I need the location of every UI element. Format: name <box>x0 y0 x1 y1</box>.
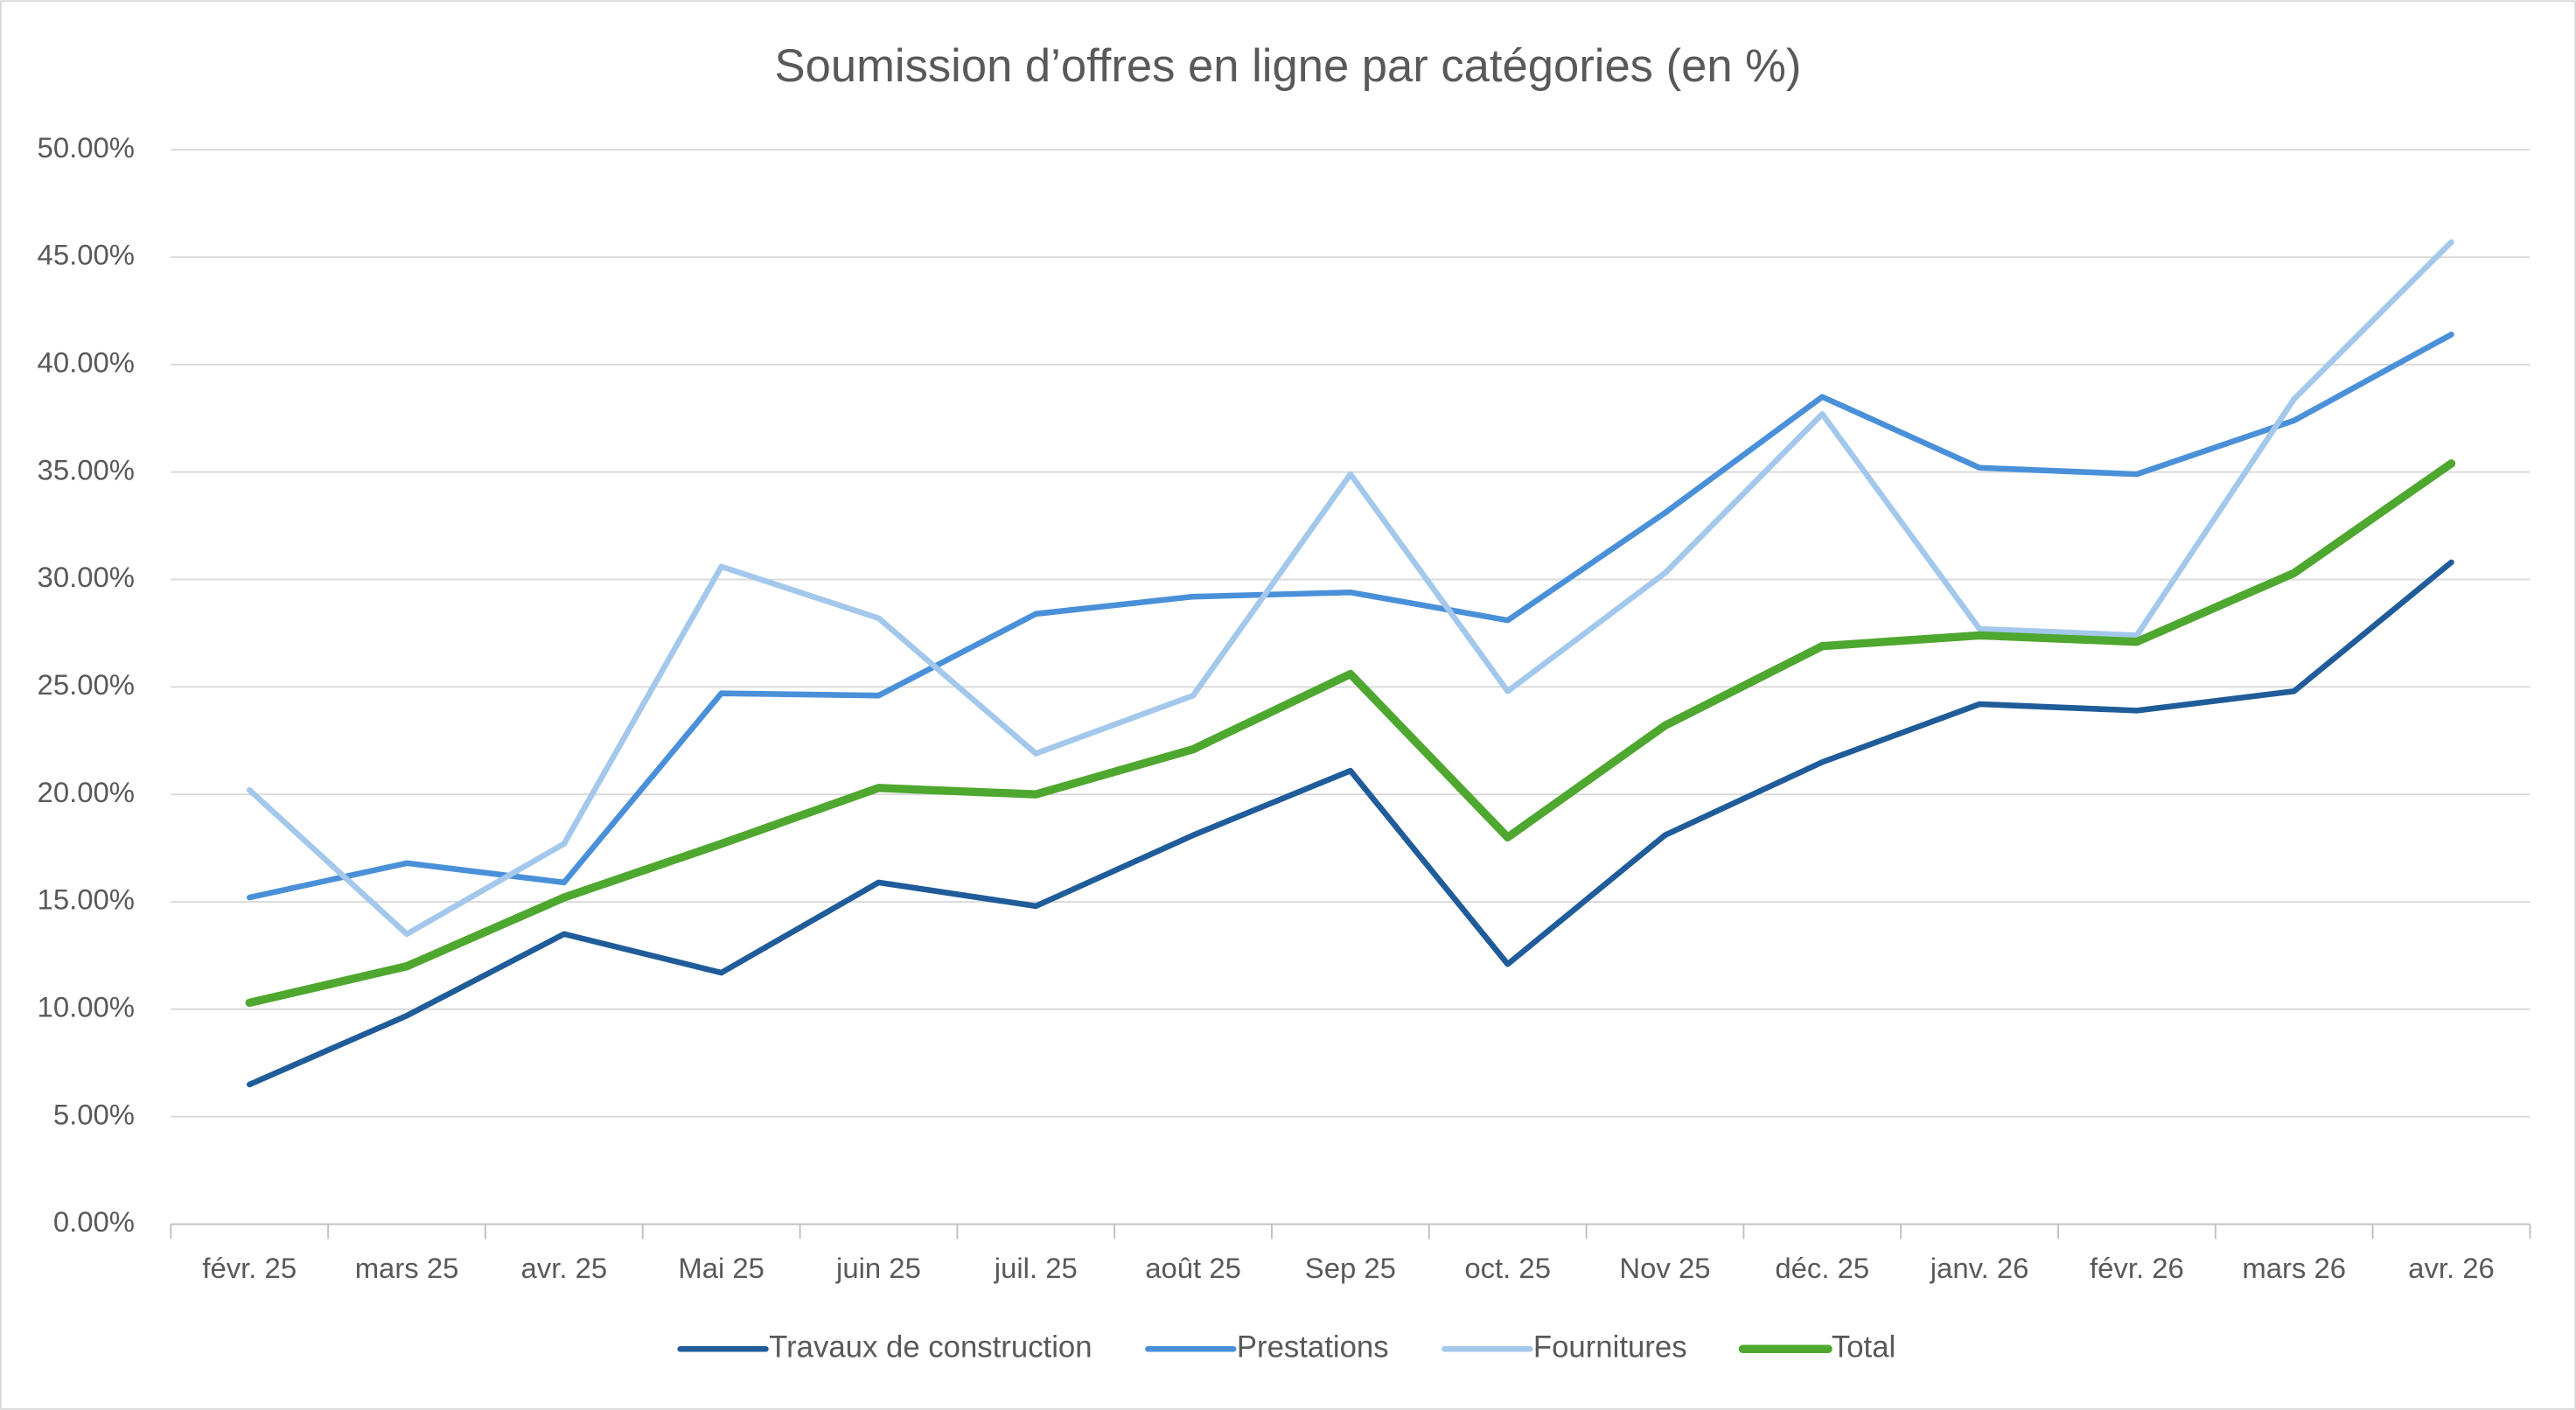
x-tick-label: mars 25 <box>355 1252 459 1284</box>
legend-label: Fournitures <box>1533 1330 1687 1364</box>
y-tick-label: 40.00% <box>38 346 135 379</box>
x-tick-label: févr. 26 <box>2090 1252 2184 1284</box>
y-tick-label: 35.00% <box>38 453 135 485</box>
x-tick-label: Nov 25 <box>1619 1252 1710 1284</box>
legend-label: Travaux de construction <box>769 1330 1092 1364</box>
y-tick-label: 0.00% <box>53 1205 135 1238</box>
x-tick-label: août 25 <box>1145 1252 1241 1284</box>
x-tick-label: Mai 25 <box>678 1252 764 1284</box>
y-tick-label: 20.00% <box>38 776 135 808</box>
x-tick-label: déc. 25 <box>1775 1252 1869 1284</box>
x-tick-label: juin 25 <box>835 1252 921 1284</box>
x-tick-label: Sep 25 <box>1305 1252 1396 1284</box>
x-tick-label: oct. 25 <box>1464 1252 1551 1284</box>
x-tick-label: juil. 25 <box>994 1252 1078 1284</box>
y-tick-label: 10.00% <box>38 991 135 1023</box>
y-tick-label: 25.00% <box>38 668 135 701</box>
y-tick-label: 30.00% <box>38 561 135 593</box>
legend-label: Prestations <box>1237 1330 1389 1364</box>
y-tick-label: 50.00% <box>38 131 135 164</box>
x-tick-label: févr. 25 <box>202 1252 297 1284</box>
x-tick-label: avr. 25 <box>521 1252 608 1284</box>
series-line <box>246 239 2454 938</box>
x-tick-label: avr. 26 <box>2408 1252 2495 1284</box>
legend-label: Total <box>1832 1330 1895 1364</box>
y-tick-label: 5.00% <box>53 1098 135 1130</box>
y-tick-label: 15.00% <box>38 883 135 916</box>
series-line <box>245 459 2456 1008</box>
x-tick-label: mars 26 <box>2242 1252 2346 1284</box>
x-tick-label: janv. 26 <box>1930 1252 2029 1284</box>
chart-title: Soumission d’offres en ligne par catégor… <box>775 40 1802 92</box>
series-line <box>246 332 2454 901</box>
y-tick-label: 45.00% <box>38 239 135 271</box>
series-line <box>246 559 2454 1088</box>
